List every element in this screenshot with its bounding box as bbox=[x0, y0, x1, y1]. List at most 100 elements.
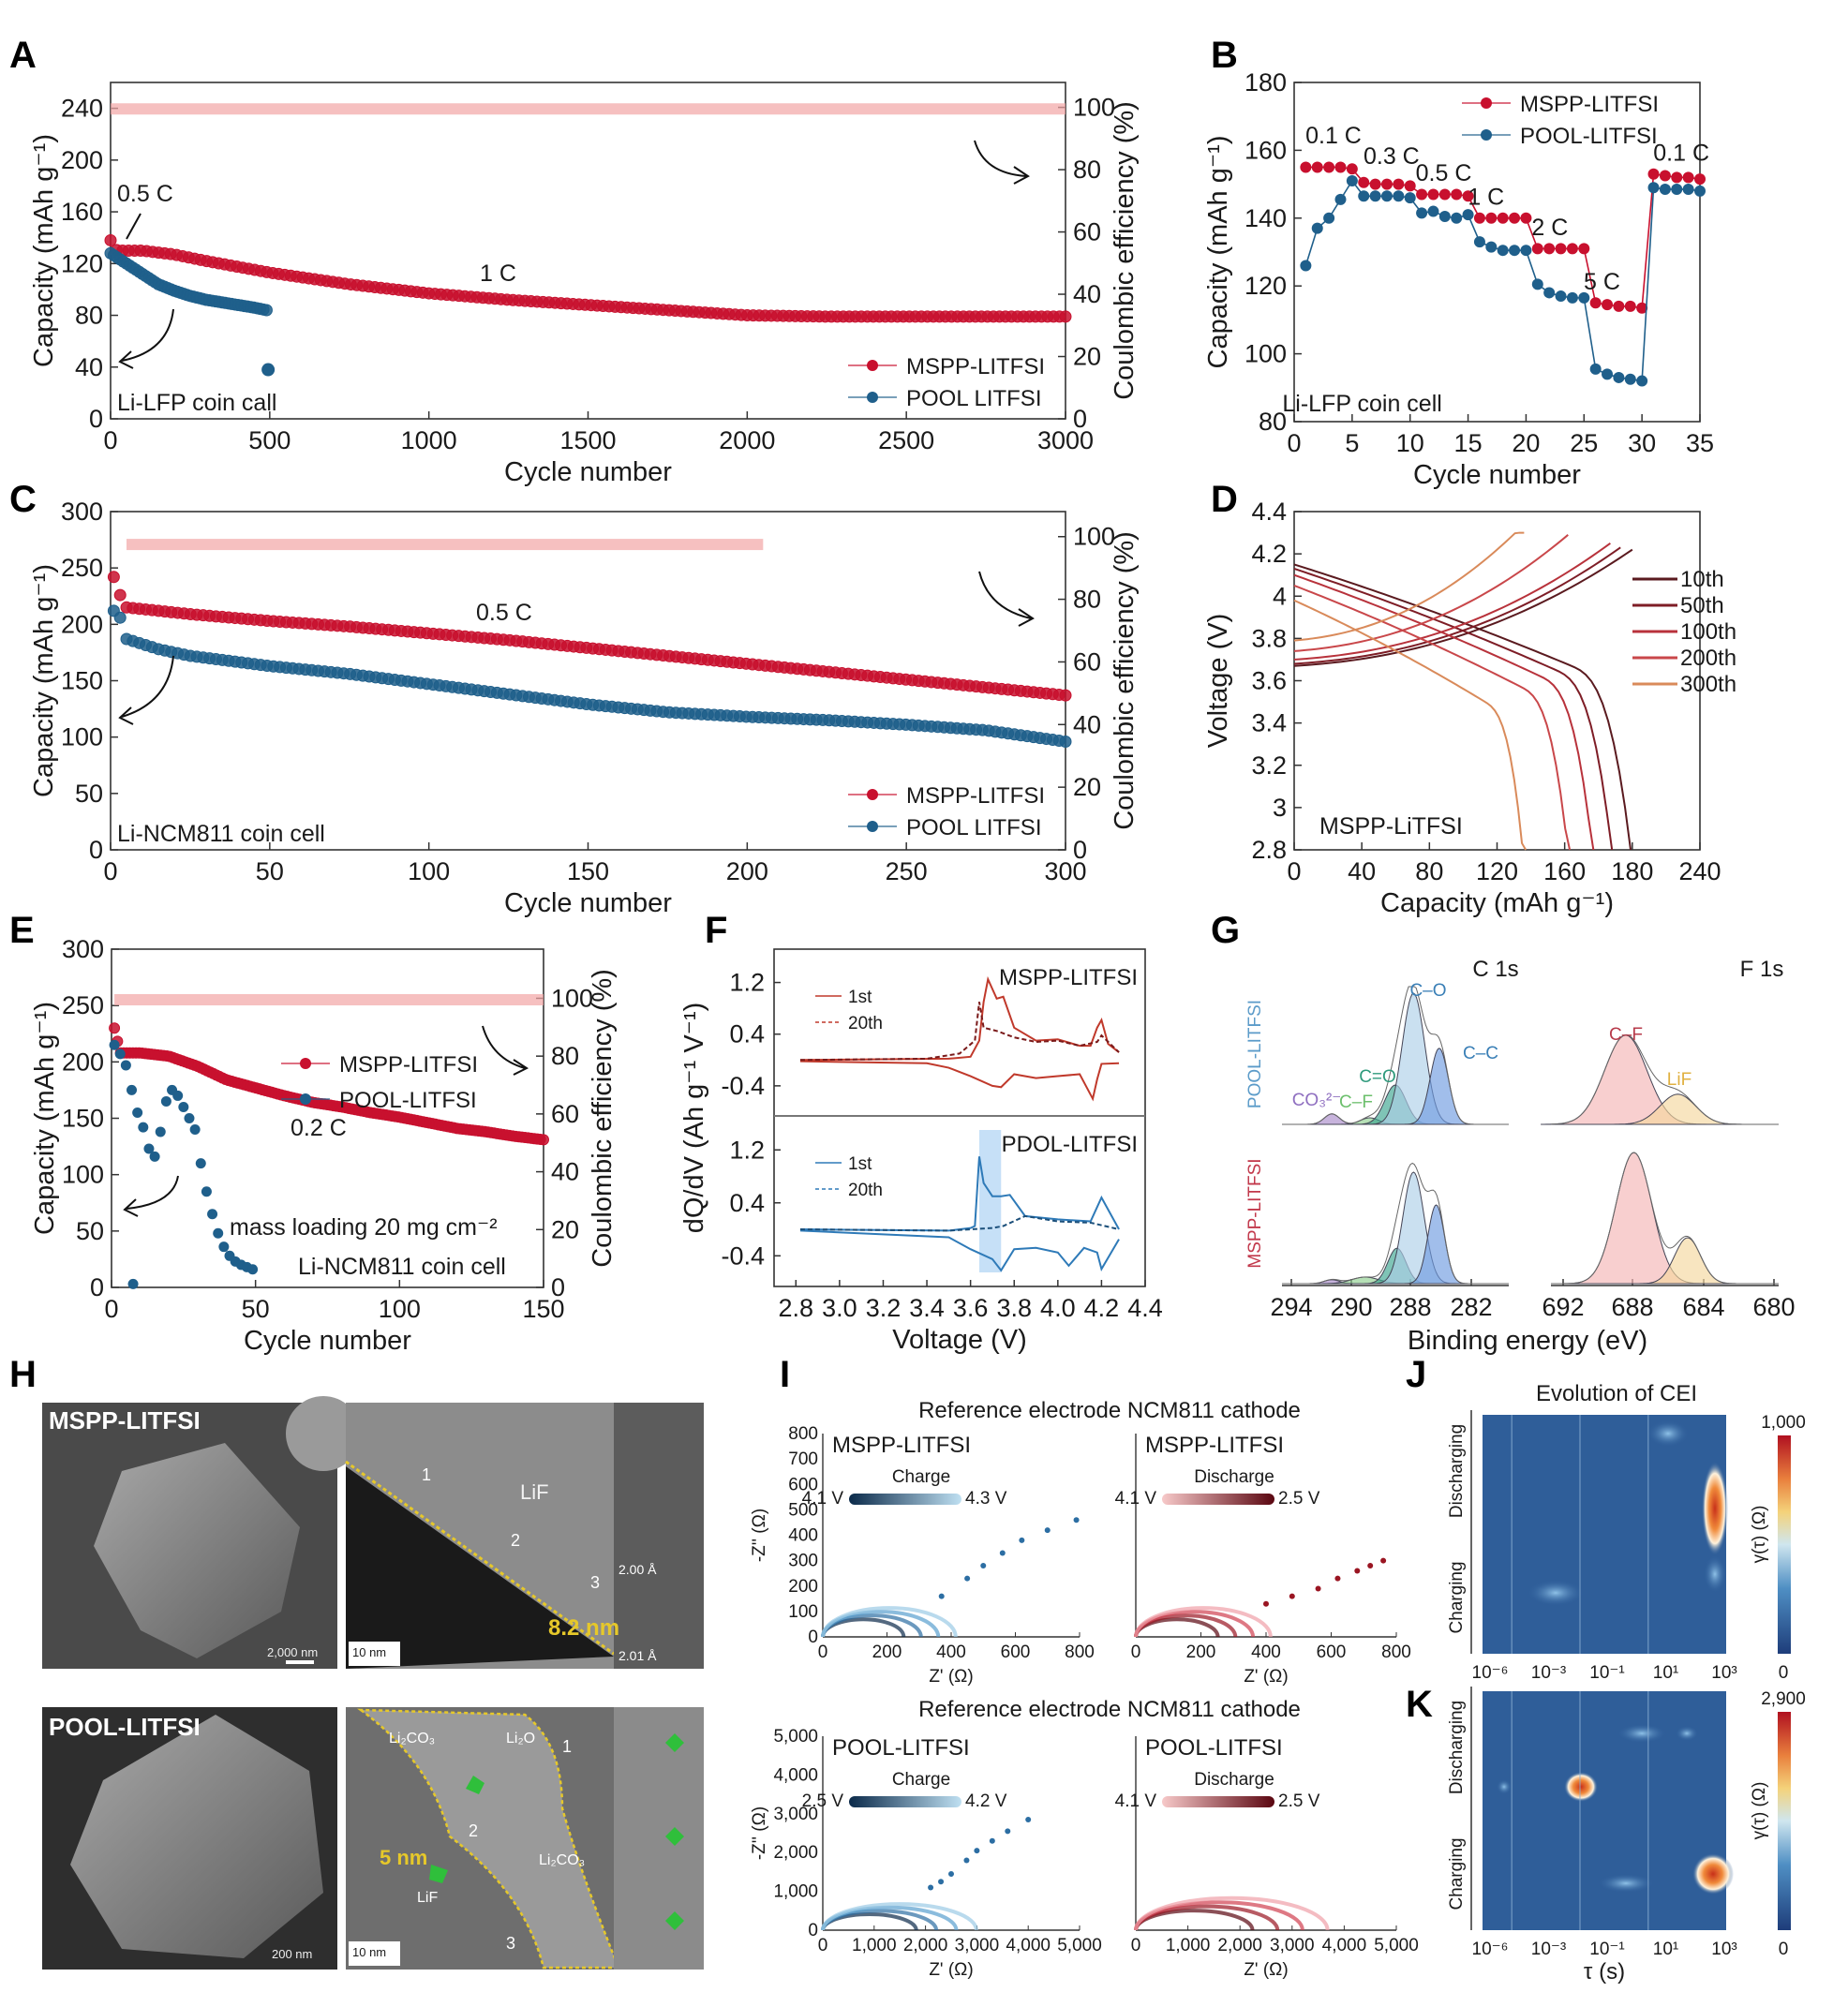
data-point-pool bbox=[1416, 207, 1428, 219]
row-label: Discharging bbox=[1447, 1424, 1467, 1518]
y-tick-label: 500 bbox=[788, 1500, 818, 1520]
y-axis-title: Capacity (mAh g⁻¹) bbox=[1203, 136, 1233, 369]
colorbar bbox=[1778, 1435, 1791, 1654]
heatmap-spot bbox=[1598, 1874, 1654, 1893]
x-tick-label: 10³ bbox=[1711, 1663, 1736, 1683]
nyquist-point bbox=[974, 1848, 980, 1854]
data-point-mspp bbox=[1311, 161, 1323, 173]
data-point-pool bbox=[1659, 184, 1671, 196]
subplot-title: PDOL-LITFSI bbox=[1002, 1132, 1138, 1157]
data-point-mspp bbox=[1682, 171, 1694, 184]
y-tick-label: 600 bbox=[788, 1475, 818, 1494]
data-point-pool bbox=[201, 1186, 212, 1197]
x-tick-label: 200 bbox=[872, 1643, 902, 1662]
legend-marker bbox=[867, 821, 878, 832]
y-axis-title: Capacity (mAh g⁻¹) bbox=[29, 134, 59, 367]
row-label: Discharging bbox=[1447, 1701, 1467, 1794]
y-tick-label: 0 bbox=[808, 1628, 818, 1647]
data-point-pool bbox=[1393, 190, 1405, 202]
y-tick-label: 2.8 bbox=[1251, 836, 1287, 864]
y2-tick-label: 40 bbox=[551, 1158, 579, 1186]
x-tick-label: 10⁻³ bbox=[1531, 1940, 1567, 1959]
colorbar-title: γ(τ) (Ω) bbox=[1750, 1506, 1769, 1564]
x-tick-label: 0 bbox=[818, 1643, 828, 1662]
data-point-pool bbox=[1311, 222, 1323, 234]
x-tick-label: 15 bbox=[1454, 429, 1483, 457]
x-tick-label: 2.8 bbox=[779, 1294, 814, 1322]
x-tick-label: 180 bbox=[1611, 857, 1653, 885]
data-point-pool bbox=[1578, 291, 1590, 304]
legend-label: MSPP-LITFSI bbox=[906, 354, 1045, 379]
y-tick-label: 1,000 bbox=[773, 1882, 818, 1902]
rate-annotation: 5 C bbox=[1584, 269, 1620, 295]
x-tick-label: 10⁻¹ bbox=[1589, 1663, 1625, 1683]
y-tick-label: 50 bbox=[75, 780, 103, 808]
x-tick-label: 4.2 bbox=[1084, 1294, 1120, 1322]
legend-label: POOL LITFSI bbox=[906, 386, 1041, 411]
y-tick-label: 100 bbox=[1244, 340, 1287, 368]
data-point-pool bbox=[1694, 185, 1706, 197]
colorbar-min: 0 bbox=[1779, 1940, 1789, 1959]
xps-envelope bbox=[1550, 1033, 1779, 1125]
data-point-mspp bbox=[1566, 243, 1578, 255]
data-point-pool bbox=[1462, 209, 1474, 221]
y-tick-label: 3.2 bbox=[1251, 751, 1287, 780]
x-tick-label: 150 bbox=[522, 1295, 564, 1323]
heatmap-background bbox=[1483, 1415, 1726, 1654]
y-tick-label: 160 bbox=[1244, 136, 1287, 164]
discharge-curve-50th bbox=[1293, 567, 1614, 851]
data-point-mspp bbox=[1659, 170, 1671, 182]
legend-label: POOL LITFSI bbox=[906, 815, 1041, 840]
rate-annotation: 2 C bbox=[1531, 215, 1568, 241]
y-tick-label: 0 bbox=[808, 1921, 818, 1940]
row-label-mspp: MSPP-LITFSI bbox=[1245, 1158, 1265, 1268]
group-title-top: Reference electrode NCM811 cathode bbox=[918, 1398, 1301, 1423]
data-point-pool bbox=[247, 1264, 259, 1275]
data-point-pool bbox=[1404, 192, 1416, 204]
data-point-pool bbox=[149, 1151, 160, 1162]
y2-tick-label: 60 bbox=[1073, 218, 1101, 246]
data-point-mspp bbox=[1613, 300, 1625, 312]
series-line-pool bbox=[1304, 179, 1701, 382]
legend-marker bbox=[300, 1093, 311, 1105]
y2-tick-label: 80 bbox=[1073, 586, 1101, 614]
y2-tick-label: 100 bbox=[551, 984, 593, 1012]
y-tick-label: 250 bbox=[62, 991, 104, 1019]
charge-curve-10th bbox=[1293, 548, 1633, 667]
data-point-mspp bbox=[107, 571, 120, 584]
data-point-pool bbox=[1671, 184, 1683, 196]
x-tick-label: 3000 bbox=[1037, 426, 1094, 454]
x-axis-title: Cycle number bbox=[504, 888, 672, 918]
x-tick-label: 0 bbox=[103, 857, 117, 885]
y-tick-label: 1.2 bbox=[729, 969, 765, 997]
x-tick-label: 20 bbox=[1512, 429, 1540, 457]
charge-curve-100th bbox=[1293, 543, 1611, 661]
x-tick-label: 0 bbox=[1131, 1643, 1141, 1662]
data-point-mspp bbox=[1300, 161, 1312, 173]
sem-scale-pool: 200 nm bbox=[272, 1947, 312, 1961]
legend-marker bbox=[867, 789, 878, 800]
data-point-mspp bbox=[1543, 243, 1556, 255]
data-point-pool bbox=[143, 1143, 155, 1154]
x-tick-label: 294 bbox=[1270, 1293, 1312, 1321]
panel-a-chart: 0 500 1000 1500 2000 2500 30000408012016020024… bbox=[29, 82, 1140, 487]
y-tick-label: 0.4 bbox=[729, 1020, 765, 1048]
data-point-mspp bbox=[1602, 299, 1614, 311]
x-tick-label: 600 bbox=[1317, 1643, 1347, 1662]
y-tick-label: 300 bbox=[61, 498, 103, 526]
nyquist-point bbox=[1380, 1557, 1387, 1564]
voltage-gradient-bar bbox=[849, 1494, 961, 1505]
heatmap-spot bbox=[1617, 1724, 1666, 1743]
mode-label: Discharge bbox=[1194, 1770, 1274, 1790]
x-tick-label: 40 bbox=[1348, 857, 1376, 885]
data-point-pool bbox=[1451, 212, 1463, 224]
x-tick-label: 282 bbox=[1450, 1293, 1492, 1321]
tem-marker-3: 3 bbox=[590, 1573, 600, 1592]
y2-tick-label: 0 bbox=[1073, 836, 1087, 864]
data-point-pool bbox=[172, 1090, 184, 1101]
panel-f-chart: 2.8 3.0 3.2 3.4 3.6 3.8 4.0 4.2 4.4 Voltage (V) dQ… bbox=[679, 948, 1163, 1355]
legend-marker bbox=[300, 1058, 311, 1069]
y-tick-label: 120 bbox=[1244, 272, 1287, 300]
data-point-pool bbox=[207, 1209, 218, 1220]
nyquist-point bbox=[963, 1857, 970, 1864]
